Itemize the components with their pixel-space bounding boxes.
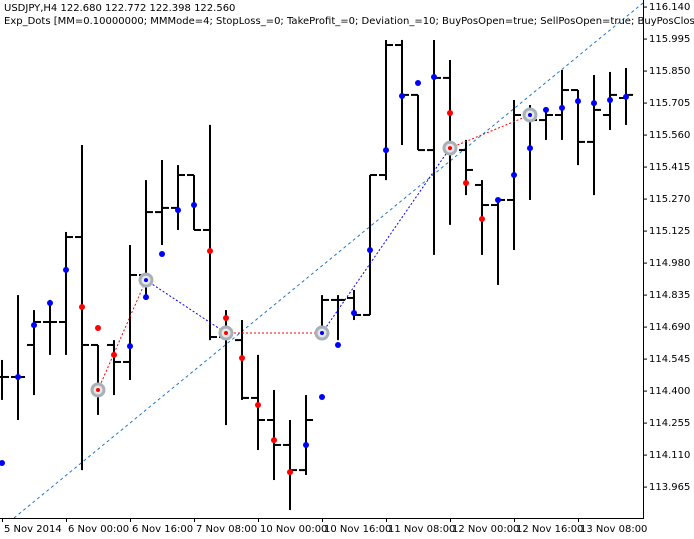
- y-tick-label: 114.255: [649, 418, 690, 429]
- x-tick-label: 10 Nov 16:00: [324, 524, 391, 535]
- y-tick-label: 114.980: [649, 258, 690, 269]
- y-tick-label: 114.690: [649, 322, 690, 333]
- signal-core: [528, 112, 532, 117]
- signal-core: [320, 331, 324, 336]
- x-tick-label: 5 Nov 2014: [4, 524, 62, 535]
- y-tick-label: 115.125: [649, 226, 690, 237]
- dot: [607, 96, 613, 103]
- dot: [63, 266, 69, 273]
- y-tick-label: 115.415: [649, 162, 690, 173]
- dot: [79, 304, 85, 311]
- signal-core: [224, 331, 228, 336]
- x-tick-label: 11 Nov 08:00: [388, 524, 455, 535]
- dot: [303, 441, 309, 448]
- y-tick-label: 114.110: [649, 450, 690, 461]
- dot: [111, 351, 117, 358]
- signal-link: [449, 114, 531, 149]
- dot: [127, 343, 133, 350]
- dot: [511, 172, 517, 179]
- dot: [415, 79, 421, 86]
- dot: [223, 315, 229, 322]
- symbol-line: USDJPY,H4 122.680 122.772 122.398 122.56…: [4, 3, 235, 14]
- dot: [47, 300, 53, 307]
- dot: [207, 247, 213, 254]
- y-tick-label: 113.965: [649, 482, 690, 493]
- y-tick-label: 115.850: [649, 66, 690, 77]
- dot: [351, 309, 357, 316]
- dot: [479, 215, 485, 222]
- dot: [463, 179, 469, 186]
- x-tick-label: 12 Nov 00:00: [452, 524, 519, 535]
- x-tick-label: 6 Nov 16:00: [132, 524, 193, 535]
- dot: [447, 110, 453, 117]
- indicator-line: Exp_Dots [MM=0.10000000; MMMode=4; StopL…: [4, 16, 694, 27]
- dot: [367, 247, 373, 254]
- dot: [0, 460, 5, 467]
- dot: [399, 93, 405, 100]
- dot: [623, 93, 629, 100]
- y-tick-label: 114.835: [649, 290, 690, 301]
- dot: [559, 104, 565, 111]
- dot: [255, 401, 261, 408]
- signal-core: [144, 278, 148, 283]
- dot: [335, 341, 341, 348]
- dot: [383, 147, 389, 154]
- dot: [495, 196, 501, 203]
- x-tick-label: 7 Nov 08:00: [196, 524, 257, 535]
- dot: [319, 394, 325, 401]
- dot: [239, 354, 245, 361]
- signal-core: [96, 387, 100, 392]
- dot: [287, 469, 293, 476]
- signal-core: [448, 146, 452, 151]
- dot: [175, 207, 181, 214]
- dot: [15, 373, 21, 380]
- y-tick-label: 115.995: [649, 34, 690, 45]
- x-tick-label: 6 Nov 00:00: [68, 524, 129, 535]
- dot: [159, 251, 165, 258]
- dot: [271, 437, 277, 444]
- dot: [143, 294, 149, 301]
- signal-link: [321, 147, 451, 334]
- x-tick-label: 10 Nov 00:00: [260, 524, 327, 535]
- dot: [591, 100, 597, 107]
- y-tick-label: 115.270: [649, 194, 690, 205]
- y-tick-label: 114.400: [649, 386, 690, 397]
- y-tick-label: 114.545: [649, 354, 690, 365]
- x-tick-label: 12 Nov 16:00: [516, 524, 583, 535]
- dot: [31, 322, 37, 329]
- dot: [527, 145, 533, 152]
- y-tick-label: 116.140: [649, 2, 690, 13]
- x-tick-label: 13 Nov 08:00: [580, 524, 647, 535]
- dot: [431, 74, 437, 81]
- y-tick-label: 115.560: [649, 130, 690, 141]
- dot: [95, 324, 101, 331]
- dot: [543, 106, 549, 113]
- dot: [575, 98, 581, 105]
- y-tick-label: 115.705: [649, 98, 690, 109]
- dot: [191, 202, 197, 209]
